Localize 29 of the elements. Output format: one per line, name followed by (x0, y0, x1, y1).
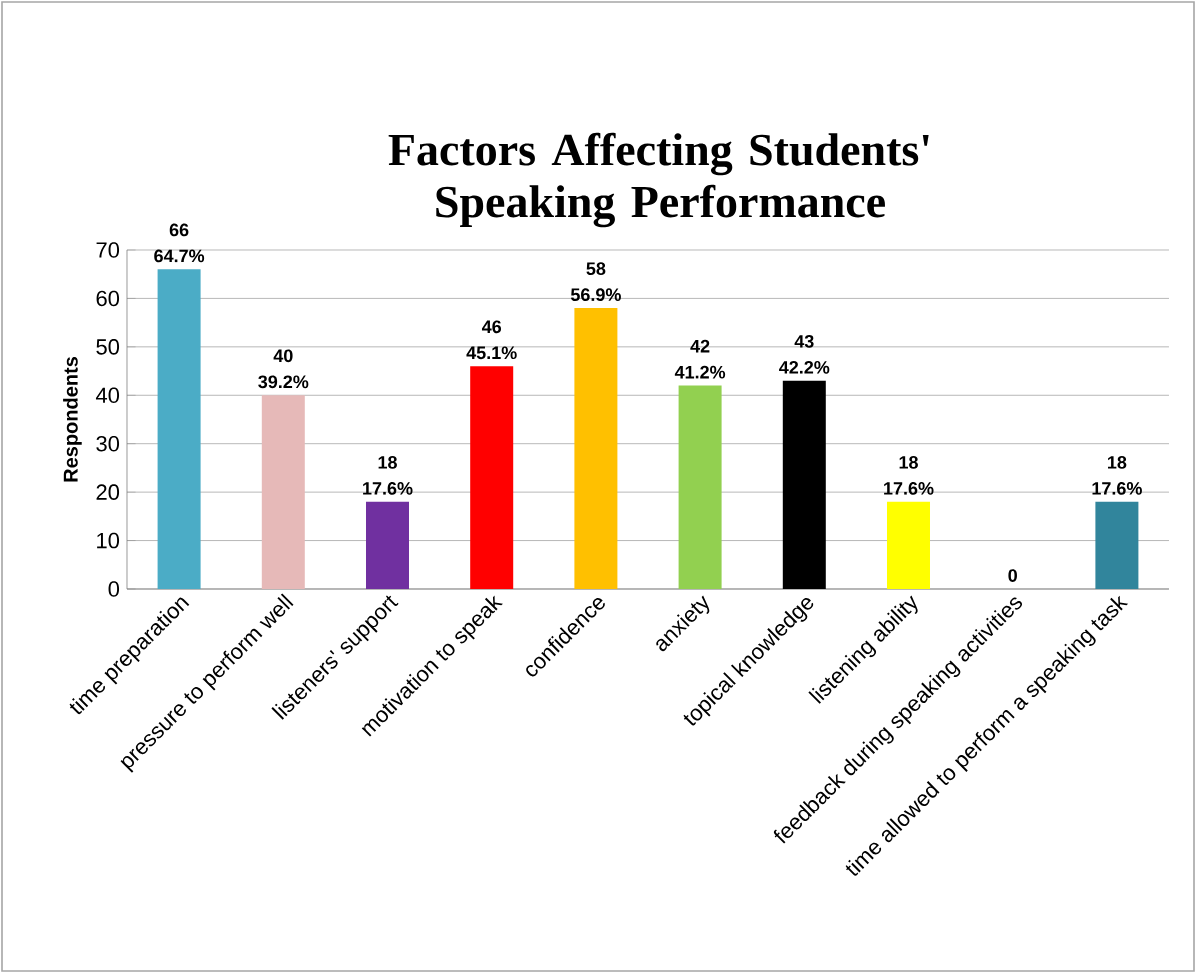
bar (678, 385, 722, 589)
data-label: 46 45.1% (466, 320, 517, 360)
y-tick-label: 60 (96, 290, 120, 307)
bar (1095, 501, 1139, 589)
y-tick-label: 20 (96, 484, 120, 500)
bar (574, 308, 618, 589)
y-tick-label: 30 (96, 435, 120, 452)
y-axis-title: Respondents (63, 356, 82, 482)
bar (366, 501, 409, 589)
y-tick-label: 40 (95, 387, 120, 404)
y-tick-label: 0 (108, 581, 120, 597)
bar (782, 380, 826, 589)
data-label: 0 (1008, 569, 1017, 582)
y-tick-label: 70 (96, 242, 120, 258)
data-label: 18 17.6% (363, 456, 413, 495)
data-label: 40 39.2% (258, 349, 309, 389)
data-label: 18 17.6% (1092, 456, 1142, 495)
bar (157, 269, 201, 589)
data-label: 42 41.2% (674, 339, 726, 379)
bar (261, 395, 305, 589)
data-label: 18 17.6% (884, 456, 934, 495)
bar (470, 366, 514, 589)
data-label: 66 64.7% (154, 223, 205, 263)
y-tick-label: 10 (97, 532, 120, 549)
data-label: 43 42.2% (779, 334, 830, 374)
y-tick-label: 50 (96, 339, 120, 355)
data-label: 58 56.9% (570, 262, 621, 302)
bar (886, 501, 930, 589)
chart-title: Factors Affecting Students' Speaking Performance (388, 132, 929, 228)
